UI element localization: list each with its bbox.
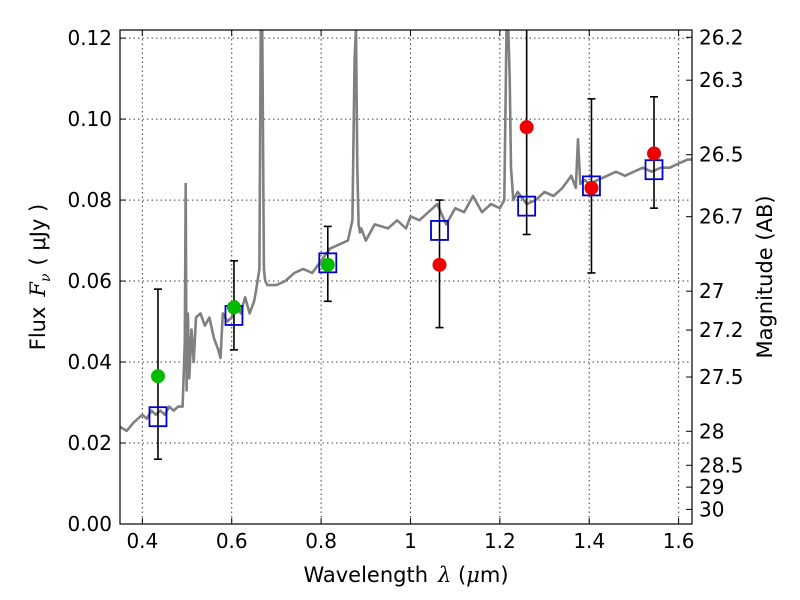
y2-tick-label: 29 xyxy=(699,475,724,499)
x-axis-unit-mu: μ xyxy=(466,563,480,587)
y-tick-label: 0.02 xyxy=(67,431,112,455)
y-tick-label: 0.12 xyxy=(67,26,112,50)
spectrum-line xyxy=(120,30,692,433)
y2-tick-label: 26.2 xyxy=(699,25,744,49)
x-axis-unit-open: ( xyxy=(451,563,466,587)
plot-frame xyxy=(119,29,693,525)
y2-tick-label: 28.5 xyxy=(699,453,744,477)
x-tick-label: 0.8 xyxy=(305,529,337,553)
x-axis-symbol: λ xyxy=(437,563,451,587)
x-tick-label: 1.2 xyxy=(484,529,516,553)
x-tick-label: 1 xyxy=(404,529,417,553)
y2-tick-label: 26.5 xyxy=(699,143,744,167)
model-photometry-square xyxy=(318,252,338,274)
y2-tick-label: 26.7 xyxy=(699,205,744,229)
y2-tick-label: 27 xyxy=(699,279,724,303)
optical-photometry-point xyxy=(150,369,165,384)
y-tick-label: 0.06 xyxy=(67,269,112,293)
x-axis-title: Wavelength λ (μm) xyxy=(303,563,508,587)
model-photometry-square xyxy=(517,195,537,217)
x-axis-unit-rest: m) xyxy=(480,563,509,587)
optical-photometry-point xyxy=(226,300,241,315)
nir-photometry-point xyxy=(584,180,599,195)
y-tick-label: 0.08 xyxy=(67,188,112,212)
x-tick-label: 0.4 xyxy=(126,529,158,553)
x-tick-label: 0.6 xyxy=(216,529,248,553)
y-tick-label: 0.04 xyxy=(67,350,112,374)
model-photometry-square xyxy=(582,175,601,197)
y2-tick-label: 28 xyxy=(699,419,724,443)
y2-tick-label: 27.5 xyxy=(699,365,744,389)
optical-photometry-point xyxy=(320,257,335,272)
data-marks xyxy=(148,30,664,461)
nir-photometry-point xyxy=(519,120,534,135)
grid-lines xyxy=(120,30,692,525)
model-photometry-square xyxy=(148,406,168,428)
y2-axis-title: Magnitude (AB) xyxy=(753,195,777,358)
axis-ticks: 0.4 0.6 0.8 1 1.2 1.4 1.6 0.00 0.02 0.04 0.06 0.08 0… xyxy=(67,25,743,553)
plot-area xyxy=(120,30,692,461)
y-axis-symbol: F xyxy=(26,281,50,298)
y-tick-label: 0.10 xyxy=(67,107,112,131)
y2-tick-label: 30 xyxy=(699,497,724,521)
y2-tick-label: 26.3 xyxy=(699,68,744,92)
y-axis-title: Flux Fν ( μJy ) xyxy=(26,204,54,350)
y-axis-label: Flux xyxy=(26,307,50,351)
y-axis-unit: ( μJy ) xyxy=(26,204,50,266)
x-tick-label: 1.6 xyxy=(663,529,695,553)
model-photometry-square xyxy=(430,220,449,241)
x-axis-label: Wavelength xyxy=(303,563,428,587)
y-tick-label: 0.00 xyxy=(67,512,112,536)
nir-photometry-point xyxy=(647,146,662,161)
y-axis-subscript: ν xyxy=(38,273,54,282)
nir-photometry-point xyxy=(432,257,447,272)
x-tick-label: 1.4 xyxy=(573,529,605,553)
y2-tick-label: 27.2 xyxy=(699,318,744,342)
